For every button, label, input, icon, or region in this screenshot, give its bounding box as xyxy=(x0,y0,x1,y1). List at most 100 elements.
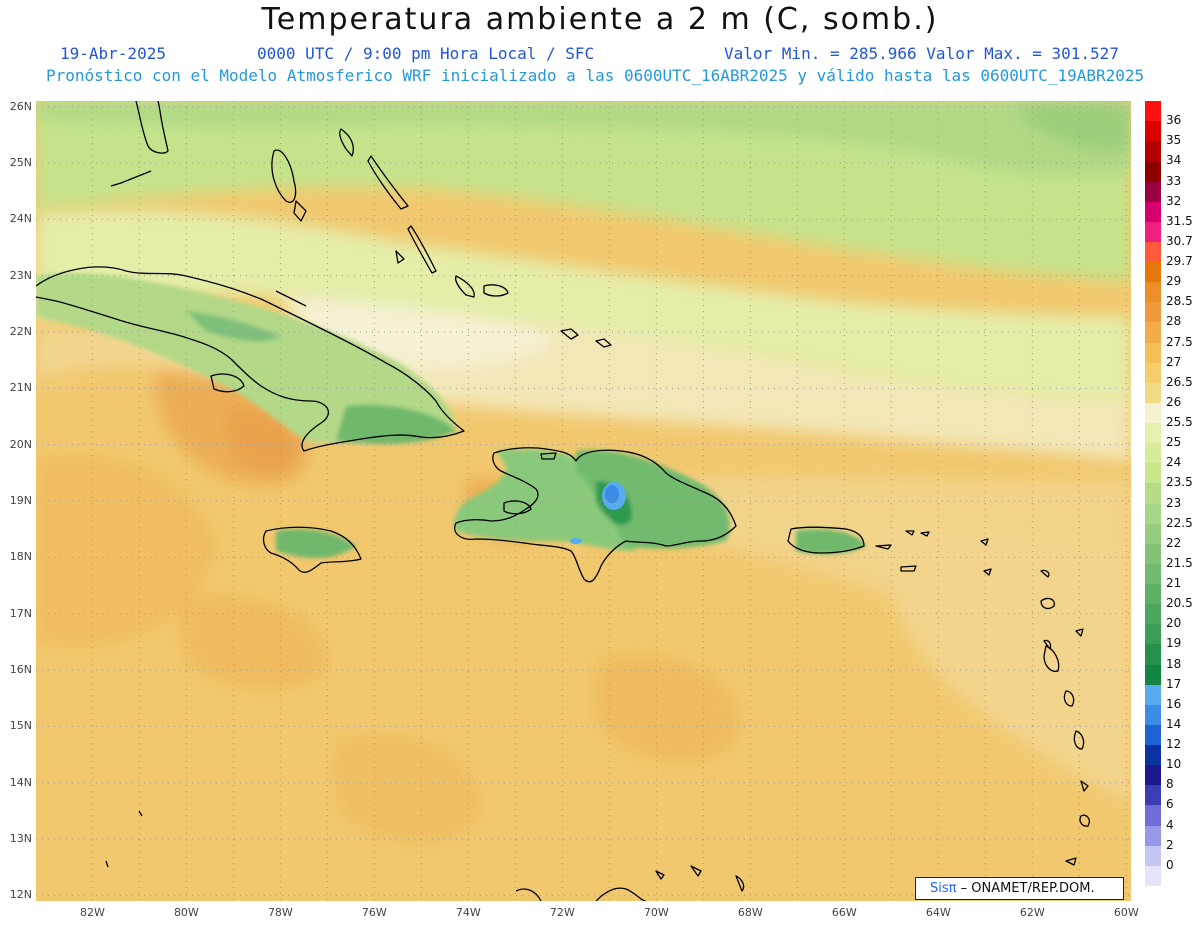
guadeloupe xyxy=(1040,597,1055,610)
color-scale-swatch xyxy=(1145,101,1161,122)
turks-caicos xyxy=(560,328,579,340)
high-elevation-cold xyxy=(570,482,626,544)
antigua xyxy=(1040,569,1050,578)
color-scale-label: 25 xyxy=(1166,435,1182,450)
latitude-label: 16N xyxy=(9,663,32,676)
color-scale-swatch xyxy=(1145,342,1161,364)
model-info: Pronóstico con el Modelo Atmosferico WRF… xyxy=(46,66,1145,85)
bahamas-long xyxy=(407,225,437,274)
color-scale-swatch xyxy=(1145,584,1161,605)
latitude-label: 24N xyxy=(9,212,32,226)
credit-text: – ONAMET/REP.DOM. xyxy=(960,881,1095,896)
color-scale-label: 27 xyxy=(1166,354,1182,369)
temperature-map xyxy=(36,101,1131,901)
cuba-coast xyxy=(36,266,465,452)
bahamas-exuma xyxy=(293,200,307,222)
color-scale-swatch xyxy=(1145,302,1161,323)
color-scale-swatch xyxy=(1145,121,1161,142)
san-andres xyxy=(105,860,109,868)
color-scale-label: 10 xyxy=(1166,757,1182,772)
latitude-label: 14N xyxy=(9,775,32,789)
color-scale-label: 28.5 xyxy=(1166,294,1193,309)
color-scale-label: 8 xyxy=(1166,777,1174,792)
venezuela-coast xyxy=(595,887,647,901)
color-scale-label: 27.5 xyxy=(1166,334,1193,349)
color-scale-swatch xyxy=(1145,865,1161,887)
color-scale-label: 17 xyxy=(1166,676,1182,691)
florida-keys xyxy=(110,170,152,187)
bahamas-acklins xyxy=(454,275,475,298)
color-scale-swatch xyxy=(1145,141,1161,162)
color-scale-label: 21.5 xyxy=(1166,555,1193,570)
color-scale-swatch xyxy=(1145,423,1161,444)
color-scale-label: 20 xyxy=(1166,616,1182,631)
land-shading xyxy=(36,273,866,558)
color-scale-label: 2 xyxy=(1166,837,1174,852)
color-scale-swatch xyxy=(1145,684,1161,706)
longitude-label: 80W xyxy=(173,906,199,919)
barbados xyxy=(1075,628,1084,637)
bonaire xyxy=(735,875,745,892)
grenada xyxy=(1079,814,1090,827)
color-scale-label: 33 xyxy=(1166,173,1182,188)
latitude-label: 21N xyxy=(9,381,32,395)
color-scale-label: 31.5 xyxy=(1166,213,1193,228)
color-scale-label: 21 xyxy=(1166,576,1182,591)
turks-caicos-2 xyxy=(595,338,612,348)
color-scale-swatch xyxy=(1145,624,1161,645)
bahamas-inagua xyxy=(483,284,509,297)
longitude-label: 78W xyxy=(267,906,293,919)
latitude-label: 15N xyxy=(9,719,32,733)
color-scale-label: 34 xyxy=(1166,153,1182,168)
color-scale-bar xyxy=(1145,101,1161,887)
color-scale-swatch xyxy=(1145,201,1161,223)
color-scale-swatch xyxy=(1145,704,1161,726)
longitude-label: 62W xyxy=(1019,906,1045,919)
map-grid xyxy=(36,101,1131,901)
puerto-rico-coast xyxy=(787,526,865,554)
color-scale-label: 12 xyxy=(1166,737,1182,752)
forecast-date: 19-Abr-2025 xyxy=(60,44,166,63)
color-scale-label: 30.7 xyxy=(1166,233,1193,248)
cool-band-1 xyxy=(36,208,1131,401)
st-kitts xyxy=(983,568,992,576)
color-scale-label: 29.7 xyxy=(1166,254,1193,269)
map-title: Temperatura ambiente a 2 m (C, somb.) xyxy=(261,2,939,37)
color-scale-label: 6 xyxy=(1166,797,1174,812)
color-scale-swatch xyxy=(1145,402,1161,424)
cool-band-2 xyxy=(36,101,1131,281)
color-scale-swatch xyxy=(1145,262,1161,283)
color-scale-swatch xyxy=(1145,221,1161,243)
color-scale-swatch xyxy=(1145,523,1161,545)
min-max-values: Valor Min. = 285.966 Valor Max. = 301.52… xyxy=(724,44,1119,63)
anguilla xyxy=(980,538,989,546)
bahamas-cat xyxy=(395,250,405,264)
longitude-label: 70W xyxy=(643,906,669,919)
longitude-label: 74W xyxy=(455,906,481,919)
color-scale-swatch xyxy=(1145,282,1161,303)
color-scale-swatch xyxy=(1145,644,1161,666)
color-scale-swatch xyxy=(1145,664,1161,686)
color-scale-label: 14 xyxy=(1166,716,1182,731)
color-scale-swatch xyxy=(1145,181,1161,203)
color-scale-swatch xyxy=(1145,745,1161,766)
color-scale-label: 29 xyxy=(1166,274,1182,289)
jamaica-coast xyxy=(262,526,362,573)
color-scale-swatch xyxy=(1145,845,1161,867)
forecast-time: 0000 UTC / 9:00 pm Hora Local / SFC xyxy=(257,44,595,63)
color-scale-swatch xyxy=(1145,503,1161,525)
color-scale-label: 18 xyxy=(1166,656,1182,671)
credit-box: Sisπ – ONAMET/REP.DOM. xyxy=(915,877,1124,900)
longitude-label: 68W xyxy=(737,906,763,919)
coastlines xyxy=(36,101,1090,901)
colombia-coast xyxy=(515,888,542,901)
st-vincent xyxy=(1073,730,1085,750)
color-scale-swatch xyxy=(1145,563,1161,585)
color-scale-label: 23 xyxy=(1166,495,1182,510)
latitude-label: 18N xyxy=(9,550,32,564)
latitude-label: 25N xyxy=(9,155,32,169)
tortuga xyxy=(540,452,557,460)
color-scale-swatch xyxy=(1145,604,1161,625)
st-croix xyxy=(900,565,917,572)
curacao xyxy=(690,865,702,877)
